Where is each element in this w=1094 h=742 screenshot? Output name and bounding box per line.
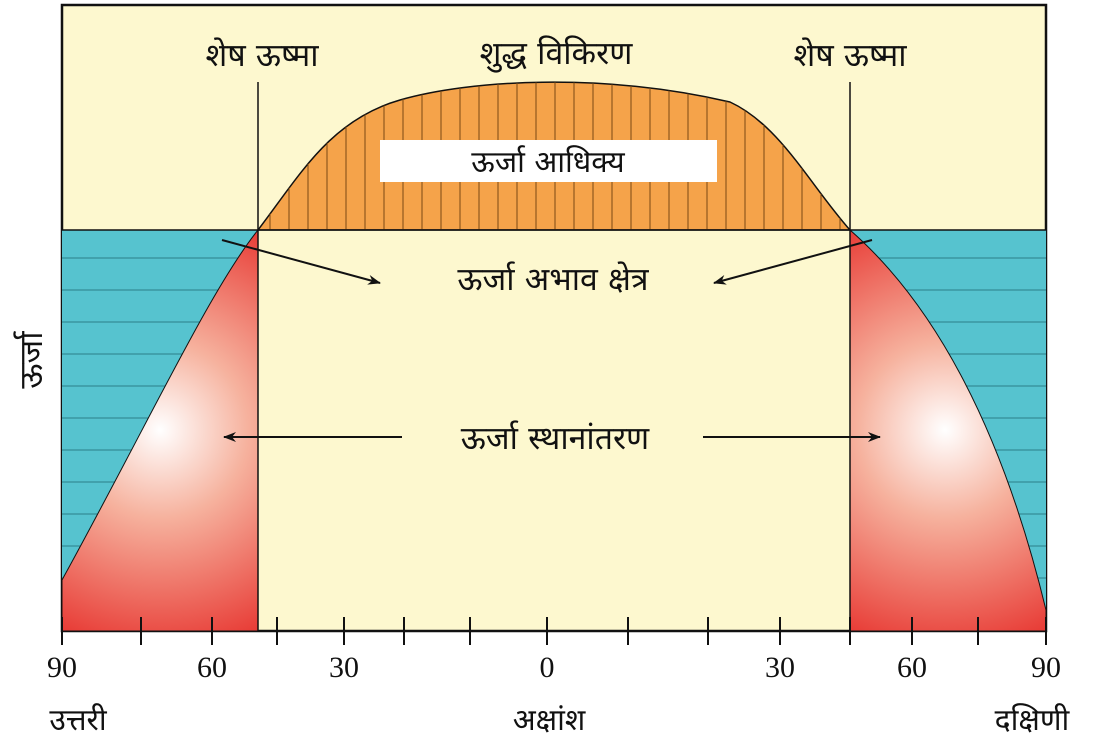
x-tick-label: 30: [765, 651, 795, 684]
residual-heat-left-label: शेष ऊष्मा: [205, 36, 319, 74]
y-axis-label: ऊर्जा: [12, 330, 50, 388]
residual-heat-right-label: शेष ऊष्मा: [793, 36, 907, 74]
energy-surplus-box: [380, 140, 717, 182]
energy-surplus-label: ऊर्जा आधिक्य: [471, 145, 625, 180]
deficit-arrow-left: [221, 239, 381, 285]
deficit-arrow-right: [713, 239, 873, 285]
x-tick-label: 90: [47, 651, 77, 684]
x-tick-label: 90: [1031, 651, 1061, 684]
x-tick-label: 30: [329, 651, 359, 684]
x-axis-ticks: [61, 617, 1047, 645]
x-tick-label: 60: [197, 651, 227, 684]
right-transfer-area: [849, 228, 1047, 632]
net-radiation-label: शुद्ध विकिरण: [480, 34, 634, 73]
energy-transfer-label: ऊर्जा स्थानांतरण: [461, 419, 650, 457]
south-label: दक्षिणी: [995, 703, 1071, 738]
x-tick-label: 60: [897, 651, 927, 684]
left-transfer-area: [61, 228, 259, 632]
x-axis-label: अक्षांश: [513, 703, 586, 738]
energy-deficit-zone-label: ऊर्जा अभाव क्षेत्र: [457, 260, 649, 298]
x-tick-label: 0: [540, 651, 555, 684]
north-label: उत्तरी: [49, 703, 107, 738]
